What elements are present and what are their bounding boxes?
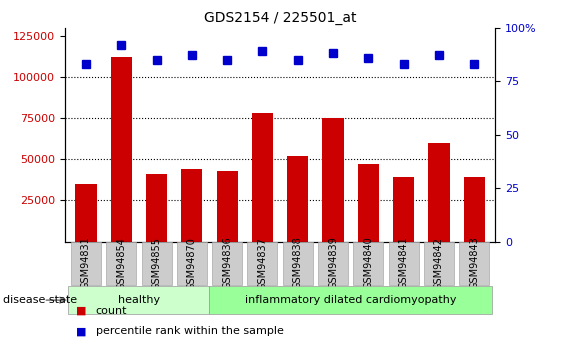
FancyBboxPatch shape (106, 241, 136, 285)
Text: GSM94854: GSM94854 (116, 237, 126, 289)
Text: GSM94836: GSM94836 (222, 237, 232, 289)
FancyBboxPatch shape (388, 241, 419, 285)
FancyBboxPatch shape (283, 241, 313, 285)
Text: GSM94840: GSM94840 (363, 237, 373, 289)
FancyBboxPatch shape (459, 241, 489, 285)
Text: count: count (96, 306, 127, 315)
Bar (287, 156, 309, 241)
Bar (252, 113, 273, 242)
Bar (146, 174, 167, 242)
Text: GSM94838: GSM94838 (293, 237, 303, 289)
Text: percentile rank within the sample: percentile rank within the sample (96, 326, 284, 336)
Bar (323, 118, 343, 242)
Text: GSM94839: GSM94839 (328, 237, 338, 289)
Bar (217, 171, 238, 242)
FancyBboxPatch shape (354, 241, 383, 285)
Text: GSM94842: GSM94842 (434, 237, 444, 289)
FancyBboxPatch shape (209, 286, 492, 314)
Title: GDS2154 / 225501_at: GDS2154 / 225501_at (204, 11, 356, 25)
FancyBboxPatch shape (141, 241, 172, 285)
FancyBboxPatch shape (212, 241, 242, 285)
Bar (464, 177, 485, 242)
FancyBboxPatch shape (177, 241, 207, 285)
Text: GSM94843: GSM94843 (469, 237, 479, 289)
Text: ■: ■ (76, 306, 87, 315)
Bar (393, 177, 414, 242)
FancyBboxPatch shape (68, 286, 209, 314)
FancyBboxPatch shape (71, 241, 101, 285)
Bar (358, 164, 379, 242)
Bar (181, 169, 203, 241)
Text: GSM94831: GSM94831 (81, 237, 91, 289)
Bar (111, 57, 132, 241)
FancyBboxPatch shape (318, 241, 348, 285)
Text: GSM94855: GSM94855 (151, 237, 162, 289)
Text: ■: ■ (76, 326, 87, 336)
Text: inflammatory dilated cardiomyopathy: inflammatory dilated cardiomyopathy (245, 295, 457, 305)
Text: GSM94870: GSM94870 (187, 237, 197, 289)
FancyBboxPatch shape (424, 241, 454, 285)
Bar (75, 184, 96, 242)
Text: disease state: disease state (3, 295, 77, 305)
Text: GSM94841: GSM94841 (399, 237, 409, 289)
Text: GSM94837: GSM94837 (257, 237, 267, 289)
FancyBboxPatch shape (247, 241, 278, 285)
Text: healthy: healthy (118, 295, 160, 305)
Bar (428, 143, 449, 241)
